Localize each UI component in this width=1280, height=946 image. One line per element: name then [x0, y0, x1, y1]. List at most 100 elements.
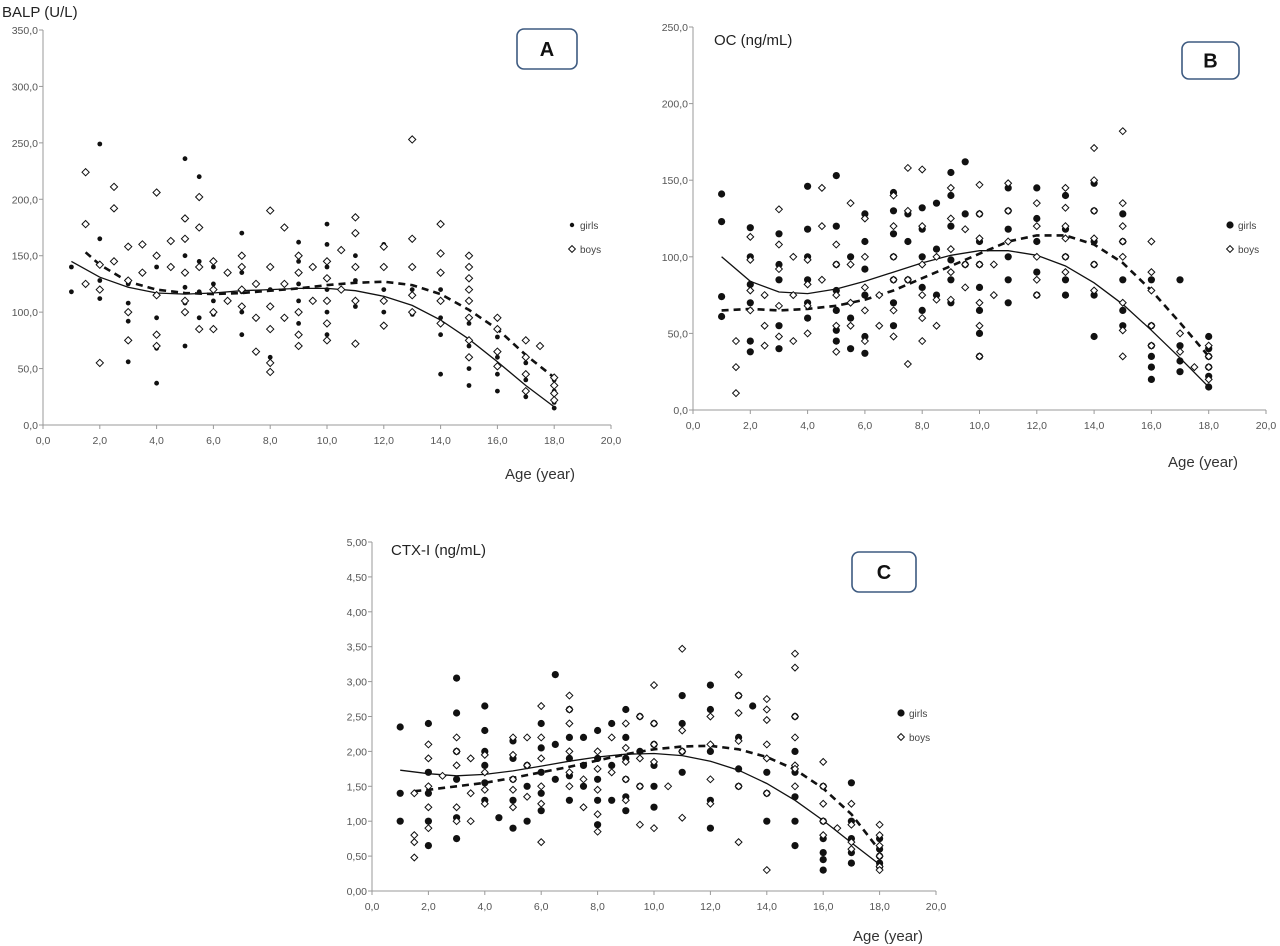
- data-point-boys: [1118, 252, 1127, 261]
- data-point-boys: [918, 313, 927, 323]
- data-point-boys: [774, 264, 784, 274]
- panel-badge-frame: [851, 551, 917, 593]
- data-point-boys: [1118, 326, 1127, 335]
- series-boys: [731, 127, 1213, 398]
- data-point-boys: [593, 747, 602, 756]
- data-point-girls: [125, 300, 131, 306]
- panel-badge: B: [1181, 41, 1240, 80]
- data-point-boys: [832, 260, 841, 269]
- data-point-girls: [296, 321, 301, 326]
- data-point-boys: [932, 252, 941, 261]
- data-point-boys: [918, 165, 927, 174]
- y-axis-title: BALP (U/L): [2, 4, 78, 21]
- data-point-girls: [182, 284, 188, 290]
- data-point-girls: [791, 747, 799, 756]
- data-point-boys: [265, 367, 275, 377]
- data-point-girls: [154, 315, 160, 321]
- data-point-boys: [649, 719, 659, 728]
- x-tick-label: 12,0: [1027, 420, 1048, 432]
- data-point-boys: [621, 775, 630, 784]
- data-point-boys: [521, 336, 531, 345]
- data-point-girls: [594, 775, 602, 783]
- data-point-girls: [947, 276, 955, 284]
- data-point-boys: [847, 820, 856, 829]
- data-point-girls: [804, 314, 812, 322]
- data-point-girls: [847, 314, 855, 322]
- data-point-boys: [975, 352, 984, 361]
- data-point-girls: [381, 287, 387, 292]
- data-point-boys: [847, 845, 856, 854]
- data-point-boys: [889, 306, 898, 315]
- data-point-boys: [762, 865, 771, 875]
- data-point-boys: [621, 757, 630, 766]
- data-point-girls: [918, 253, 926, 261]
- data-point-boys: [1118, 127, 1127, 136]
- data-point-girls: [565, 796, 574, 804]
- x-tick-label: 12,0: [374, 435, 395, 447]
- data-point-boys: [734, 782, 743, 791]
- data-point-girls: [650, 803, 658, 811]
- data-point-girls: [438, 287, 443, 292]
- y-tick-label: 0,0: [23, 420, 38, 432]
- data-point-boys: [336, 245, 346, 255]
- data-point-girls: [267, 287, 273, 292]
- data-point-boys: [817, 222, 827, 231]
- data-point-boys: [774, 332, 784, 341]
- data-point-girls: [775, 260, 783, 269]
- data-point-boys: [522, 733, 532, 742]
- data-point-boys: [975, 298, 984, 307]
- data-point-boys: [946, 245, 955, 254]
- data-point-girls: [832, 337, 840, 345]
- x-tick-label: 18,0: [869, 901, 890, 913]
- data-point-boys: [493, 313, 502, 323]
- data-point-boys: [466, 789, 475, 798]
- data-point-girls: [1176, 357, 1184, 365]
- data-point-girls: [1033, 214, 1041, 223]
- data-point-boys: [1089, 260, 1099, 269]
- data-point-boys: [109, 182, 119, 192]
- data-point-girls: [791, 842, 799, 850]
- data-point-girls: [804, 225, 812, 233]
- data-point-boys: [1204, 341, 1213, 350]
- data-point-boys: [1118, 222, 1127, 231]
- data-point-girls: [296, 281, 301, 287]
- data-point-boys: [621, 719, 630, 728]
- legend-marker-boys: [896, 732, 906, 742]
- legend-marker-boys: [567, 244, 577, 254]
- data-point-boys: [466, 754, 475, 763]
- data-point-boys: [180, 234, 190, 244]
- data-point-girls: [775, 276, 783, 284]
- data-point-girls: [481, 726, 489, 735]
- data-point-boys: [903, 163, 912, 173]
- y-tick-label: 50,0: [668, 328, 689, 340]
- data-point-girls: [746, 280, 754, 288]
- data-point-girls: [453, 835, 461, 843]
- data-point-girls: [1033, 237, 1041, 246]
- data-point-girls: [594, 754, 602, 763]
- data-point-boys: [294, 251, 303, 261]
- data-point-boys: [1032, 252, 1041, 261]
- y-axis-title: OC (ng/mL): [714, 32, 792, 49]
- y-tick-label: 0,0: [673, 405, 688, 417]
- data-point-boys: [464, 273, 474, 283]
- y-tick-label: 250,0: [662, 22, 688, 34]
- data-point-girls: [438, 315, 443, 321]
- data-point-boys: [223, 296, 232, 306]
- trend-line-girls: [71, 260, 555, 408]
- data-point-girls: [551, 740, 559, 749]
- legend-label-girls: girls: [580, 221, 598, 232]
- data-point-boys: [81, 279, 90, 289]
- data-point-girls: [125, 318, 131, 324]
- data-point-boys: [860, 252, 870, 261]
- x-tick-label: 2,0: [743, 420, 758, 432]
- data-point-boys: [846, 321, 855, 330]
- data-point-girls: [523, 394, 529, 400]
- y-tick-label: 50,0: [18, 364, 39, 376]
- data-point-boys: [95, 358, 105, 368]
- data-point-boys: [436, 296, 445, 306]
- data-point-boys: [734, 838, 743, 847]
- data-point-boys: [579, 775, 588, 784]
- data-point-girls: [381, 309, 387, 315]
- data-point-girls: [97, 296, 103, 301]
- data-point-boys: [379, 262, 389, 272]
